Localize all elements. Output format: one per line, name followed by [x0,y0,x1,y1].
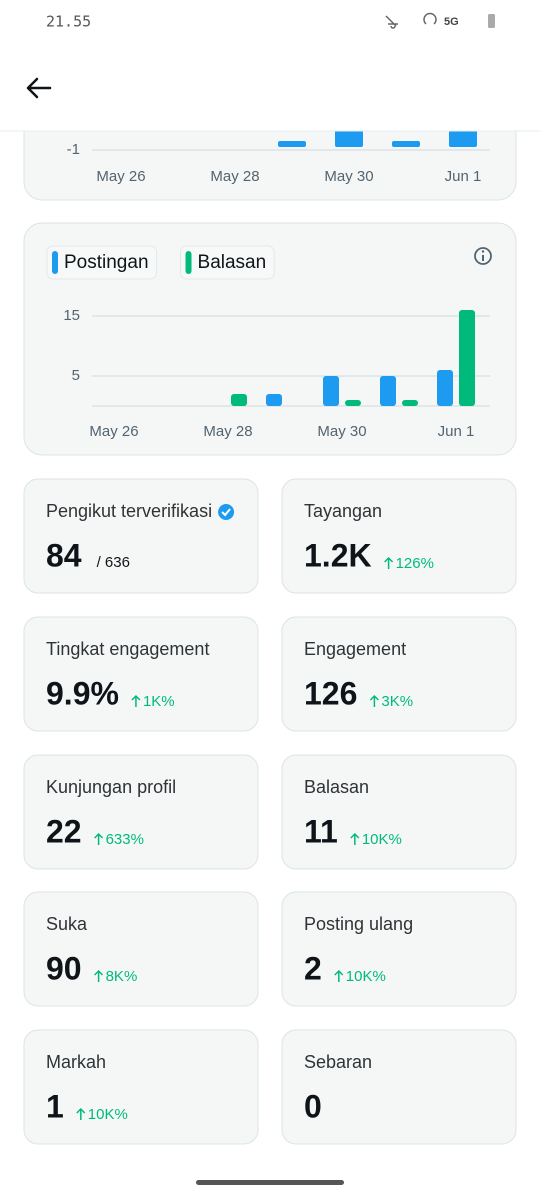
x-tick-label: May 28 [210,168,259,185]
status-network: 5G [444,16,459,28]
card-value: 126 [304,675,357,711]
bar [323,376,339,406]
card-change: 3K% [381,693,413,710]
card-value: 11 [304,813,338,849]
card-change: 10K% [362,831,402,848]
legend-swatch [185,251,192,274]
card-bg [23,1029,259,1145]
stat-card: Tingkat engagement 9.9% 1K% [23,616,259,732]
home-indicator [196,1180,344,1185]
card-bg [23,478,259,594]
card-bg [281,891,517,1007]
bar [345,400,361,406]
x-tick-label: Jun 1 [438,423,475,440]
bar [266,394,282,406]
card-label: Balasan [304,777,369,797]
card-bg [23,616,259,732]
activity-chart: 5 15 May 26 May 28 May 30 Jun 1 Postingan Balas… [23,222,517,456]
card-value: 0 [304,1088,322,1124]
x-tick-label: May 30 [324,168,373,185]
card-change: 10K% [88,1106,128,1123]
card-value: 9.9% [46,675,119,711]
stat-card: Engagement 126 3K% [281,616,517,732]
x-tick-label: May 30 [317,423,366,440]
card-label: Suka [46,914,88,934]
stat-card: Balasan 11 10K% [281,754,517,870]
bar [437,370,453,406]
card-bg [23,891,259,1007]
card-label: Tayangan [304,501,382,521]
y-tick-label: 5 [72,367,80,384]
card-bg [281,616,517,732]
bar [380,376,396,406]
legend-chip [46,245,158,280]
bar [402,400,418,406]
bar [278,141,306,147]
stats: Pengikut terverifikasi 84 / 636 Tayangan 1.2… [23,478,517,1145]
card-value: 1 [46,1088,64,1124]
stat-card: Sebaran 0 [281,1029,517,1145]
up-arrow [334,969,344,982]
card-label: Tingkat engagement [46,639,209,659]
card-total: / 636 [97,554,130,571]
up-arrow [350,832,360,845]
card-value: 22 [46,813,82,849]
card-value: 1.2K [304,537,372,573]
info-icon[interactable] [474,247,492,265]
legend-swatch [52,251,58,274]
card-change: 1K% [143,693,175,710]
card-change: 8K% [106,968,138,985]
card-label: Sebaran [304,1052,372,1072]
stat-card: Posting ulang 2 10K% [281,891,517,1007]
y-tick-label: -1 [67,141,80,158]
legend-label: Postingan [64,252,149,273]
x-tick-label: May 26 [89,423,138,440]
up-arrow [76,1107,86,1120]
card-label: Engagement [304,639,406,659]
card-label: Pengikut terverifikasi [46,501,212,521]
y-tick-label: 15 [63,307,80,324]
status-time: 21.55 [46,13,91,31]
up-arrow [384,556,394,569]
up-arrow [369,694,379,707]
up-arrow [131,694,141,707]
x-tick-label: Jun 1 [445,168,482,185]
card-value: 84 [46,537,82,573]
back-button[interactable] [26,77,52,99]
card-change: 10K% [346,968,386,985]
x-tick-label: May 28 [203,423,252,440]
up-arrow [94,969,104,982]
card-bg [281,478,517,594]
bar [392,141,420,147]
card-value: 90 [46,950,82,986]
stat-card: Pengikut terverifikasi 84 / 636 [23,478,259,594]
card-bg [23,754,259,870]
x-tick-label: May 26 [96,168,145,185]
card-label: Markah [46,1052,106,1072]
verified-badge [218,504,235,520]
verified-check [221,508,231,517]
card-bg [281,1029,517,1145]
stat-card: Tayangan 1.2K 126% [281,478,517,594]
card-label: Kunjungan profil [46,777,176,797]
stat-card: Markah 1 10K% [23,1029,259,1145]
card-change: 633% [106,831,144,848]
card-label: Posting ulang [304,914,413,934]
header-bg [0,0,540,131]
status-icons [385,12,495,29]
bar [459,310,475,406]
card-change: 126% [396,555,434,572]
legend-label: Balasan [198,252,267,273]
header: 21.55 5G [0,0,540,132]
bar [231,394,247,406]
legend-chip [180,245,275,280]
card-value: 2 [304,950,322,986]
card-bg [281,754,517,870]
stat-card: Kunjungan profil 22 633% [23,754,259,870]
stat-card: Suka 90 8K% [23,891,259,1007]
up-arrow [94,832,104,845]
